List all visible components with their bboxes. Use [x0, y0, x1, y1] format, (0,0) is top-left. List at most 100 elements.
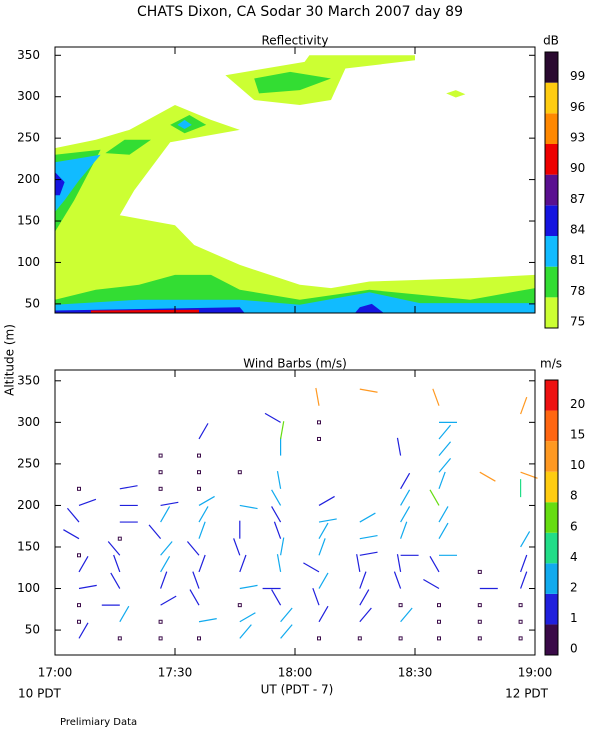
wind-barb	[438, 522, 449, 539]
wind-barb	[400, 607, 413, 623]
wind-barb	[432, 388, 440, 406]
wind-barb	[359, 607, 372, 623]
wind-barb	[318, 605, 329, 623]
calm-marker	[158, 453, 163, 458]
colorbar-segment	[545, 144, 558, 175]
calm-marker	[77, 553, 81, 558]
contour-region	[55, 172, 65, 196]
y-tick-label: 50	[25, 296, 40, 310]
colorbar-label: 20	[570, 397, 585, 411]
page-title: CHATS Dixon, CA Sodar 30 March 2007 day …	[137, 4, 463, 20]
wind-barb	[400, 506, 411, 523]
wind-barb	[520, 554, 528, 573]
colorbar-segment	[545, 266, 558, 298]
wind-barb	[198, 554, 206, 573]
wind-barb	[359, 388, 378, 393]
y-tick-label: 200	[17, 172, 40, 186]
wind-barb	[303, 562, 320, 573]
wind-barb	[113, 554, 121, 573]
calm-marker	[317, 420, 321, 425]
wind-barb	[520, 396, 528, 415]
wind-barb	[160, 571, 168, 589]
wind-barb	[318, 572, 329, 589]
colorbar-segment	[545, 205, 558, 236]
colorbar-label: 90	[570, 161, 585, 175]
wind-barb	[438, 441, 452, 456]
colorbar-unit: dB	[543, 34, 559, 48]
colorbar-segment	[545, 52, 558, 83]
colorbar-segment	[545, 502, 558, 533]
wind-barb	[359, 589, 370, 606]
wind-barb	[78, 556, 89, 573]
calm-marker	[197, 486, 201, 491]
colorbar-label: 0	[570, 642, 578, 656]
y-tick-label: 150	[17, 214, 40, 228]
colorbar-frame	[544, 51, 559, 329]
colorbar-label: 4	[570, 550, 578, 564]
y-tick-label: 100	[17, 255, 40, 269]
calm-marker	[357, 636, 362, 641]
wind-barb	[429, 556, 440, 573]
calm-marker	[477, 636, 482, 641]
wind-barb	[198, 495, 215, 506]
wind-barb	[318, 495, 335, 506]
wind-barb	[280, 624, 293, 639]
panel-title: Reflectivity	[261, 34, 328, 48]
colorbar-label: 99	[570, 69, 585, 83]
calm-marker	[398, 636, 403, 641]
y-tick-label: 100	[17, 581, 40, 595]
wind-barb	[396, 437, 402, 456]
wind-barb	[189, 589, 200, 606]
wind-barb	[438, 458, 452, 473]
calm-marker	[158, 486, 163, 491]
wind-barb	[271, 589, 282, 606]
wind-barb	[271, 489, 282, 506]
wind-barb	[239, 612, 256, 623]
colorbar-segment	[545, 624, 558, 655]
wind-barb	[233, 538, 241, 556]
wind-barb	[119, 605, 130, 623]
x-tick-label: 18:30	[398, 666, 433, 680]
colorbar-segment	[545, 410, 558, 442]
colorbar-segment	[545, 532, 558, 564]
colorbar-label: 2	[570, 580, 578, 594]
wind-barb	[239, 504, 258, 510]
y-tick-label: 350	[17, 373, 40, 387]
x-tick-label: 18:00	[278, 666, 313, 680]
wind-barb	[359, 512, 376, 523]
y-tick-label: 150	[17, 539, 40, 553]
wind-barb	[186, 541, 200, 556]
y-tick-label: 300	[17, 415, 40, 429]
wind-barb	[192, 571, 200, 589]
wind-barb	[400, 521, 408, 539]
wind-barb	[276, 554, 282, 573]
contour-region	[177, 119, 192, 129]
y-tick-label: 250	[17, 131, 40, 145]
colorbar-label: 10	[570, 458, 585, 472]
left-note: 10 PDT	[18, 687, 62, 701]
calm-marker	[158, 619, 163, 624]
wind-barb	[66, 507, 80, 523]
y-axis-label: Altitude (m)	[3, 324, 17, 396]
wind-barb	[396, 554, 402, 573]
colorbar-segment	[545, 236, 558, 267]
wind-barb	[429, 489, 440, 506]
colorbar-label: 1	[570, 611, 578, 625]
wind-barb	[438, 424, 452, 440]
calm-marker	[117, 536, 122, 541]
contour-region	[446, 90, 466, 98]
wind-barb	[280, 421, 285, 440]
contour-region	[105, 139, 151, 155]
colorbar-unit: m/s	[540, 357, 562, 371]
calm-marker	[77, 619, 81, 624]
wind-barb	[78, 498, 97, 507]
wind-barb	[198, 521, 206, 539]
wind-barb	[280, 537, 285, 556]
calm-marker	[317, 636, 321, 641]
colorbar-label: 87	[570, 192, 585, 206]
x-tick-label: 19:00	[518, 666, 553, 680]
wind-barb	[318, 522, 329, 539]
calm-marker	[77, 486, 81, 491]
colorbar-segment	[545, 593, 558, 625]
